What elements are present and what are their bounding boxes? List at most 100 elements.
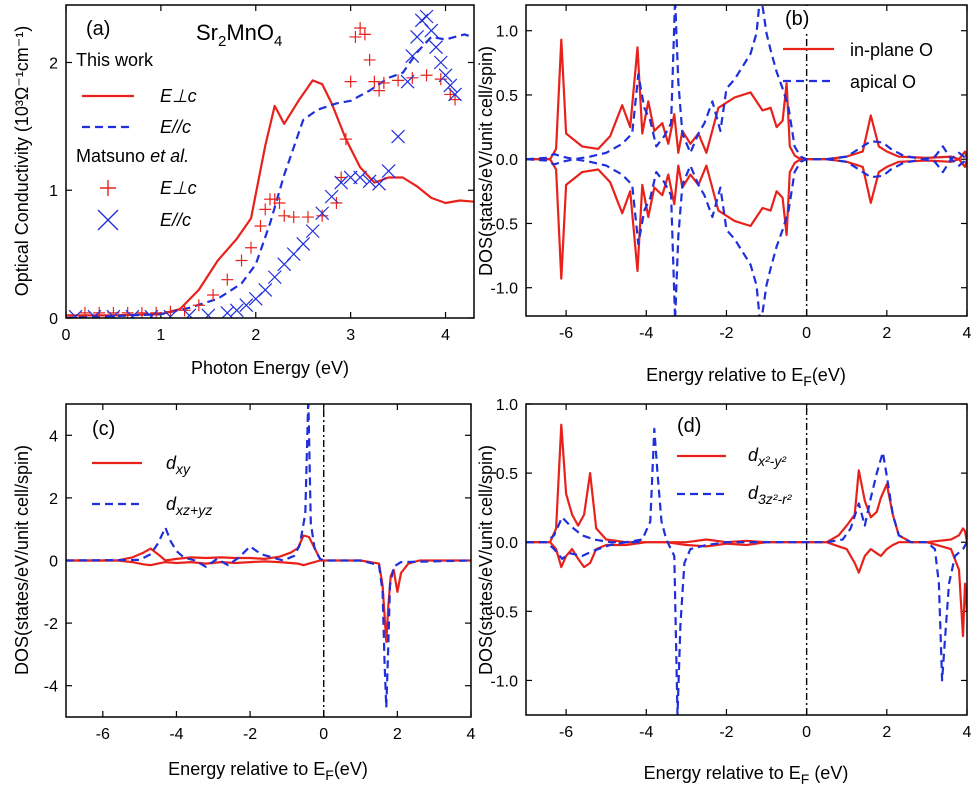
panel-b-data <box>526 5 967 316</box>
x-tick-label-b-5: 4 <box>963 325 972 342</box>
data-point-matsuno-par <box>429 40 443 55</box>
x-tick-label-a-3: 3 <box>346 327 355 344</box>
data-point-matsuno-perp <box>316 209 329 222</box>
data-point-matsuno-par <box>381 164 396 179</box>
data-point-matsuno-par <box>410 30 424 44</box>
data-point-matsuno-par <box>334 175 349 190</box>
series-a-1-line <box>66 33 473 318</box>
panel-b-ticks: -6 -4 -2 0 2 4 -1.0 -0.5 0.0 0.5 1.0 <box>490 5 972 342</box>
data-point-matsuno-par <box>87 309 102 318</box>
legend-cross-glyph <box>97 209 119 231</box>
data-point-matsuno-perp <box>221 273 234 286</box>
x-tick-label-b-1: -4 <box>639 325 653 342</box>
x-tick-label-c-5: 4 <box>467 726 476 743</box>
x-tick-label-a-1: 1 <box>156 327 165 344</box>
y-tick-label-d-4: 1.0 <box>496 397 518 414</box>
series-b-0-line <box>526 38 967 161</box>
data-point-matsuno-perp <box>273 197 286 210</box>
legend-label-dxy: dxy <box>166 453 191 477</box>
data-point-matsuno-par <box>267 270 282 285</box>
x-tick-label-d-1: -4 <box>639 724 653 741</box>
data-point-matsuno-perp <box>301 211 314 224</box>
panel-d-ylabel: DOS(states/eV/unit cell/spin) <box>476 445 496 675</box>
data-point-matsuno-perp <box>192 299 205 312</box>
data-point-matsuno-perp <box>349 30 362 43</box>
data-point-matsuno-perp <box>245 241 258 254</box>
data-point-matsuno-par <box>258 282 273 297</box>
panel-a-data <box>66 9 474 318</box>
y-tick-label-d-3: 0.5 <box>496 466 518 483</box>
data-point-matsuno-perp <box>78 306 91 318</box>
series-b-1-line <box>526 5 967 174</box>
data-point-matsuno-par <box>400 74 415 89</box>
data-point-matsuno-par <box>144 309 159 318</box>
data-point-matsuno-perp <box>354 21 367 34</box>
legend-label-a-perp: E⊥c <box>160 86 197 106</box>
panel-a-frame <box>65 4 475 319</box>
x-tick-label-d-0: -6 <box>559 724 573 741</box>
data-point-matsuno-perp <box>278 209 291 222</box>
y-tick-label-b-2: 0.0 <box>496 152 518 169</box>
panel-a-label: (a) <box>86 18 110 40</box>
x-tick-label-c-3: 0 <box>319 726 328 743</box>
x-tick-label-a-4: 4 <box>441 327 450 344</box>
data-point-matsuno-perp <box>235 254 248 267</box>
data-point-matsuno-perp <box>207 289 220 302</box>
panel-d-xlabel: Energy relative to EF (eV) <box>644 763 849 787</box>
data-point-matsuno-perp <box>121 306 134 318</box>
y-tick-label-c-3: 2 <box>49 491 58 508</box>
data-point-matsuno-par <box>362 174 377 189</box>
x-tick-label-d-5: 4 <box>963 724 972 741</box>
data-point-matsuno-par <box>182 308 197 318</box>
series-b-0-minority-line <box>526 158 967 280</box>
panel-c-ylabel: DOS(states/eV/unit cell/spin) <box>12 445 32 675</box>
data-point-matsuno-par <box>239 298 254 313</box>
panel-a-ylabel: Optical Conductivity (10³Ω⁻¹cm⁻¹) <box>12 26 32 297</box>
legend-marker-cross <box>97 209 119 231</box>
x-tick-label-d-3: 0 <box>802 724 811 741</box>
panel-c-data <box>66 404 471 717</box>
legend-header-this-work: This work <box>76 50 154 70</box>
y-tick-label-b-3: 0.5 <box>496 88 518 105</box>
legend-label-matsuno-par: E//c <box>160 210 191 230</box>
series-c-0-minority-line <box>66 559 324 567</box>
y-tick-label-c-4: 4 <box>49 428 58 445</box>
data-point-matsuno-perp <box>449 93 462 106</box>
x-tick-label-a-2: 2 <box>251 327 260 344</box>
data-point-matsuno-par <box>305 224 320 239</box>
data-point-matsuno-par <box>353 170 368 185</box>
legend-label-dx2y2: dx²-y² <box>748 445 787 469</box>
data-point-matsuno-par <box>391 129 406 144</box>
legend-marker-plus <box>100 180 116 196</box>
legend-label-matsuno-perp: E⊥c <box>160 178 197 198</box>
y-tick-label-c-1: -2 <box>44 616 58 633</box>
data-point-matsuno-perp <box>363 53 376 66</box>
x-tick-label-d-2: -2 <box>719 724 733 741</box>
data-point-matsuno-perp <box>287 211 300 224</box>
data-point-matsuno-par <box>433 55 448 70</box>
series-c-0-line <box>66 534 471 644</box>
data-point-matsuno-par <box>405 49 420 64</box>
panel-c-label: (c) <box>92 418 115 440</box>
x-tick-label-c-0: -6 <box>96 726 110 743</box>
data-point-matsuno-par <box>443 78 458 93</box>
panel-b-label-bg <box>778 6 816 32</box>
y-tick-label-a-2: 2 <box>49 55 58 72</box>
panel-a-xlabel: Photon Energy (eV) <box>191 358 349 378</box>
data-point-matsuno-perp <box>254 220 267 233</box>
data-point-matsuno-perp <box>339 133 352 146</box>
x-tick-label-b-4: 2 <box>882 325 891 342</box>
y-tick-label-b-1: -0.5 <box>490 216 518 233</box>
data-point-matsuno-perp <box>93 306 106 318</box>
legend-label-dxzyz: dxz+yz <box>166 494 212 518</box>
x-tick-label-b-0: -6 <box>559 325 573 342</box>
data-point-matsuno-perp <box>434 73 447 86</box>
y-tick-label-b-4: 1.0 <box>496 24 518 41</box>
y-tick-label-c-0: -4 <box>44 679 58 696</box>
y-tick-label-b-0: -1.0 <box>490 281 518 298</box>
legend-label-in-plane-o: in-plane O <box>850 40 933 60</box>
y-tick-label-a-1: 1 <box>49 183 58 200</box>
panel-a-title: Sr2MnO4 <box>196 20 282 50</box>
data-point-matsuno-par <box>163 309 178 318</box>
